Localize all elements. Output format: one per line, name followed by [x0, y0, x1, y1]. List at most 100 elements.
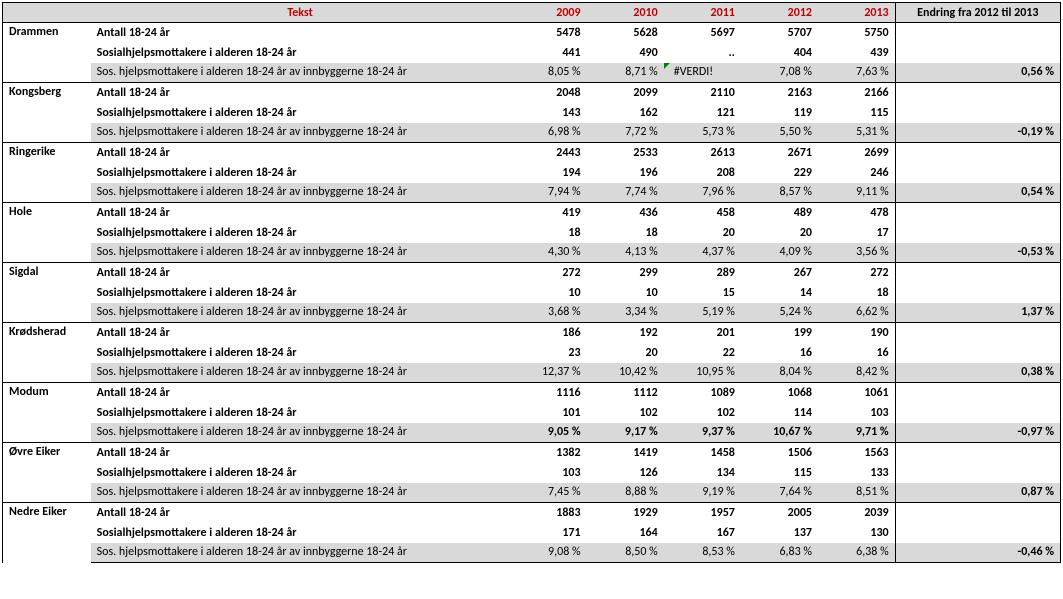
- row-antall: SigdalAntall 18-24 år272299289267272: [3, 263, 1061, 283]
- value-mottakere: 103: [509, 463, 586, 483]
- change-blank: [895, 263, 1060, 283]
- row-andel: Sos. hjelpsmottakere i alderen 18-24 år …: [3, 63, 1061, 83]
- label-antall: Antall 18-24 år: [91, 143, 510, 163]
- value-mottakere: 10: [587, 283, 664, 303]
- value-antall: 1506: [741, 443, 818, 463]
- value-mottakere: 20: [664, 223, 741, 243]
- value-antall: 2443: [509, 143, 586, 163]
- value-antall: 299: [587, 263, 664, 283]
- value-antall: 5478: [509, 23, 586, 43]
- municipality-name: Sigdal: [3, 263, 91, 323]
- value-andel: 6,62 %: [818, 303, 895, 323]
- value-mottakere: 167: [664, 523, 741, 543]
- value-antall: 2005: [741, 503, 818, 523]
- row-mottakere: Sosialhjelpsmottakere i alderen 18-24 år…: [3, 463, 1061, 483]
- value-mottakere: 115: [741, 463, 818, 483]
- value-andel: 6,38 %: [818, 543, 895, 563]
- value-andel: 7,94 %: [509, 183, 586, 203]
- value-antall: 190: [818, 323, 895, 343]
- value-antall: 436: [587, 203, 664, 223]
- label-mottakere: Sosialhjelpsmottakere i alderen 18-24 år: [91, 403, 510, 423]
- label-mottakere: Sosialhjelpsmottakere i alderen 18-24 år: [91, 523, 510, 543]
- value-mottakere: 16: [818, 343, 895, 363]
- value-mottakere: 130: [818, 523, 895, 543]
- value-mottakere: 15: [664, 283, 741, 303]
- error-indicator-icon: [664, 63, 670, 69]
- value-change: 0,56 %: [895, 63, 1060, 83]
- municipality-name: Drammen: [3, 23, 91, 83]
- value-change: 1,37 %: [895, 303, 1060, 323]
- value-mottakere: 18: [587, 223, 664, 243]
- value-andel: 7,64 %: [741, 483, 818, 503]
- value-andel: 9,08 %: [509, 543, 586, 563]
- value-andel: 4,09 %: [741, 243, 818, 263]
- value-antall: 2039: [818, 503, 895, 523]
- value-antall: 2099: [587, 83, 664, 103]
- row-mottakere: Sosialhjelpsmottakere i alderen 18-24 år…: [3, 403, 1061, 423]
- label-andel: Sos. hjelpsmottakere i alderen 18-24 år …: [91, 483, 510, 503]
- label-mottakere: Sosialhjelpsmottakere i alderen 18-24 år: [91, 43, 510, 63]
- value-antall: 289: [664, 263, 741, 283]
- municipality-name: Modum: [3, 383, 91, 443]
- value-andel: 6,83 %: [741, 543, 818, 563]
- value-mottakere: 17: [818, 223, 895, 243]
- label-mottakere: Sosialhjelpsmottakere i alderen 18-24 år: [91, 163, 510, 183]
- value-mottakere: 126: [587, 463, 664, 483]
- value-antall: 1419: [587, 443, 664, 463]
- value-andel: 3,34 %: [587, 303, 664, 323]
- value-mottakere: 18: [509, 223, 586, 243]
- change-blank: [895, 103, 1060, 123]
- value-andel: 9,11 %: [818, 183, 895, 203]
- label-mottakere: Sosialhjelpsmottakere i alderen 18-24 år: [91, 463, 510, 483]
- change-blank: [895, 23, 1060, 43]
- label-mottakere: Sosialhjelpsmottakere i alderen 18-24 år: [91, 343, 510, 363]
- value-change: -0,46 %: [895, 543, 1060, 563]
- value-mottakere: 23: [509, 343, 586, 363]
- value-mottakere: 20: [741, 223, 818, 243]
- label-antall: Antall 18-24 år: [91, 203, 510, 223]
- value-change: -0,53 %: [895, 243, 1060, 263]
- value-andel: 8,42 %: [818, 363, 895, 383]
- value-andel: 10,95 %: [664, 363, 741, 383]
- label-andel: Sos. hjelpsmottakere i alderen 18-24 år …: [91, 363, 510, 383]
- value-antall: 5750: [818, 23, 895, 43]
- value-andel: 7,96 %: [664, 183, 741, 203]
- label-antall: Antall 18-24 år: [91, 443, 510, 463]
- value-antall: 2048: [509, 83, 586, 103]
- label-andel: Sos. hjelpsmottakere i alderen 18-24 år …: [91, 543, 510, 563]
- row-mottakere: Sosialhjelpsmottakere i alderen 18-24 år…: [3, 223, 1061, 243]
- value-andel: #VERDI!: [664, 63, 741, 83]
- value-antall: 5697: [664, 23, 741, 43]
- label-antall: Antall 18-24 år: [91, 263, 510, 283]
- value-andel: 4,13 %: [587, 243, 664, 263]
- label-antall: Antall 18-24 år: [91, 323, 510, 343]
- change-blank: [895, 523, 1060, 543]
- value-change: -0,19 %: [895, 123, 1060, 143]
- value-antall: 186: [509, 323, 586, 343]
- value-antall: 2163: [741, 83, 818, 103]
- value-andel: 5,24 %: [741, 303, 818, 323]
- value-mottakere: 229: [741, 163, 818, 183]
- value-andel: 9,17 %: [587, 423, 664, 443]
- value-antall: 2110: [664, 83, 741, 103]
- value-andel: 10,67 %: [741, 423, 818, 443]
- value-mottakere: 20: [587, 343, 664, 363]
- value-andel: 8,88 %: [587, 483, 664, 503]
- value-mottakere: 404: [741, 43, 818, 63]
- value-antall: 5628: [587, 23, 664, 43]
- value-andel: 9,05 %: [509, 423, 586, 443]
- value-antall: 1068: [741, 383, 818, 403]
- value-mottakere: 18: [818, 283, 895, 303]
- row-andel: Sos. hjelpsmottakere i alderen 18-24 år …: [3, 543, 1061, 563]
- change-blank: [895, 383, 1060, 403]
- header-2011: 2011: [664, 3, 741, 23]
- value-andel: 8,51 %: [818, 483, 895, 503]
- value-antall: 1116: [509, 383, 586, 403]
- value-mottakere: 164: [587, 523, 664, 543]
- change-blank: [895, 283, 1060, 303]
- value-mottakere: 194: [509, 163, 586, 183]
- value-antall: 192: [587, 323, 664, 343]
- row-mottakere: Sosialhjelpsmottakere i alderen 18-24 år…: [3, 43, 1061, 63]
- value-antall: 272: [818, 263, 895, 283]
- value-antall: 272: [509, 263, 586, 283]
